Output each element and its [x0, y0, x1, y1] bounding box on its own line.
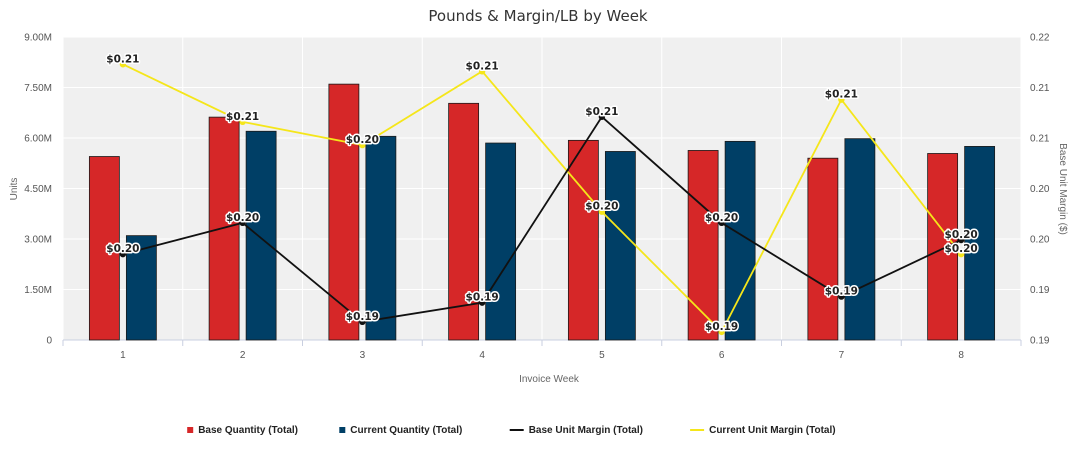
data-label: $0.21 — [226, 111, 259, 123]
right-tick-label: 0.22 — [1030, 33, 1050, 44]
left-tick-label: 6.00M — [24, 134, 52, 145]
line-point — [718, 219, 725, 227]
x-axis: 1 2 3 4 5 6 7 8 — [62, 339, 1022, 361]
bars — [88, 83, 996, 341]
data-label: $0.20 — [945, 229, 978, 241]
bar — [88, 156, 120, 341]
line-point — [239, 219, 246, 227]
legend-label: Base Quantity (Total) — [198, 425, 298, 436]
data-label: $0.21 — [585, 106, 618, 118]
legend-item[interactable]: Base Unit Margin (Total) — [509, 425, 643, 436]
line-point — [838, 96, 845, 103]
line-point — [119, 61, 127, 68]
right-tick-label: 0.19 — [1030, 336, 1050, 347]
data-label: $0.19 — [705, 321, 738, 333]
line-point — [718, 328, 725, 336]
line-point — [239, 118, 246, 126]
x-tick-label: 7 — [839, 350, 845, 361]
x-axis-title: Invoice Week — [519, 374, 580, 385]
bar — [485, 142, 517, 341]
data-label: $0.20 — [705, 212, 738, 224]
right-axis-title: Base Unit Margin ($) — [1057, 143, 1068, 235]
legend-label: Base Unit Margin (Total) — [529, 425, 643, 436]
data-label: $0.21 — [466, 60, 499, 72]
lines — [119, 61, 965, 336]
legend-label: Current Unit Margin (Total) — [709, 425, 835, 436]
data-label: $0.20 — [346, 134, 379, 146]
x-tick-label: 1 — [120, 350, 126, 361]
legend-item[interactable]: Current Quantity (Total) — [339, 425, 462, 436]
left-tick-label: 9.00M — [24, 33, 52, 44]
left-tick-label: 3.00M — [24, 235, 52, 246]
series-line — [122, 63, 962, 334]
legend-label: Current Quantity (Total) — [350, 425, 462, 436]
line-point — [359, 141, 366, 149]
left-tick-label: 7.50M — [24, 83, 52, 94]
left-tick-label: 1.50M — [24, 285, 52, 296]
bar — [964, 146, 996, 341]
bar — [245, 130, 277, 341]
data-label: $0.20 — [226, 212, 259, 224]
left-tick-label: 4.50M — [24, 184, 52, 195]
line-point — [478, 299, 486, 306]
right-tick-label: 0.20 — [1030, 184, 1050, 195]
line-point — [359, 318, 366, 326]
x-tick-label: 8 — [958, 350, 964, 361]
data-label: $0.21 — [106, 53, 139, 65]
right-axis-ticks: 0.19 0.19 0.20 0.20 0.21 0.21 0.22 — [1030, 33, 1050, 347]
right-tick-label: 0.21 — [1030, 134, 1050, 145]
line-point — [119, 250, 127, 258]
legend-swatch — [339, 427, 346, 433]
bar — [927, 153, 959, 341]
data-label: $0.21 — [825, 89, 858, 101]
chart-title: Pounds & Margin/LB by Week — [428, 7, 648, 25]
bar — [604, 151, 636, 341]
data-label: $0.20 — [106, 243, 139, 255]
bar — [125, 235, 157, 341]
bar — [844, 138, 876, 341]
line-point — [957, 250, 965, 258]
bar — [365, 135, 397, 341]
right-tick-label: 0.21 — [1030, 83, 1050, 94]
legend-swatch — [187, 427, 194, 433]
series-line — [122, 115, 962, 323]
line-point — [598, 208, 606, 215]
line-point — [957, 236, 965, 244]
right-tick-label: 0.20 — [1030, 235, 1050, 246]
legend: Base Quantity (Total) Current Quantity (T… — [187, 425, 836, 436]
bar — [328, 83, 360, 341]
data-label: $0.19 — [346, 311, 379, 323]
bar — [687, 150, 719, 341]
data-label: $0.19 — [825, 286, 858, 298]
left-axis-title: Units — [9, 178, 20, 201]
line-point — [478, 68, 486, 75]
bar — [448, 102, 480, 341]
x-tick-label: 5 — [599, 350, 605, 361]
x-tick-label: 4 — [479, 350, 485, 361]
bar — [807, 157, 839, 341]
left-tick-label: 0 — [46, 336, 52, 347]
legend-item[interactable]: Current Unit Margin (Total) — [690, 425, 836, 436]
left-axis-ticks: 0 1.50M 3.00M 4.50M 6.00M 7.50M 9.00M — [24, 33, 52, 347]
data-label: $0.19 — [466, 292, 499, 304]
data-label: $0.20 — [945, 243, 978, 255]
x-tick-label: 6 — [719, 350, 725, 361]
data-label: $0.20 — [585, 201, 618, 213]
x-tick-label: 3 — [360, 350, 366, 361]
line-point — [838, 293, 845, 300]
data-labels: $0.20 $0.20 $0.19 $0.19 $0.21 $0.20 $0.19 $0.20… — [105, 52, 979, 335]
x-tick-label: 2 — [240, 350, 246, 361]
line-point — [598, 113, 606, 120]
right-tick-label: 0.19 — [1030, 285, 1050, 296]
bar — [567, 139, 599, 341]
legend-item[interactable]: Base Quantity (Total) — [187, 425, 298, 436]
